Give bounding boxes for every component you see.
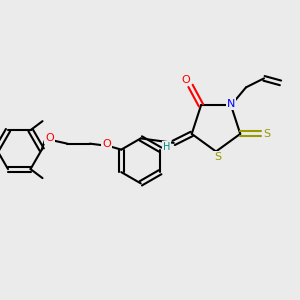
Text: H: H (163, 142, 170, 152)
Text: S: S (264, 129, 271, 139)
Text: S: S (214, 152, 221, 163)
Text: N: N (227, 99, 235, 109)
Text: O: O (182, 75, 190, 85)
Text: O: O (103, 139, 111, 148)
Text: O: O (46, 133, 54, 142)
